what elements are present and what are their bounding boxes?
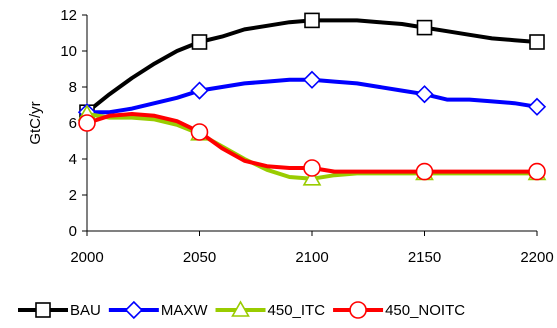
data-point [304, 12, 320, 29]
series-450-noitc [78, 112, 546, 181]
data-point [190, 81, 209, 100]
data-point [528, 162, 546, 181]
data-point [529, 34, 545, 50]
y-tick-label: 6 [69, 115, 77, 132]
legend-item: MAXW [108, 300, 209, 320]
data-point [302, 169, 322, 186]
legend-marker [124, 300, 143, 320]
legend-item: BAU [18, 302, 101, 319]
series-maxw [77, 70, 547, 122]
data-point [190, 123, 209, 141]
chart-axes: 0 2 4 6 8 10 12 2000 2050 2100 2150 2200 [60, 7, 553, 266]
legend-marker [231, 300, 250, 317]
data-point [302, 70, 322, 89]
y-axis-label: GtC/yr [27, 101, 44, 144]
data-point [527, 97, 547, 116]
legend-label: BAU [70, 302, 101, 319]
legend-item: 450_ITC [215, 300, 326, 319]
y-tick-label: 2 [69, 187, 77, 204]
x-tick-label: 2000 [70, 249, 103, 266]
y-tick-label: 8 [69, 79, 77, 96]
legend-marker [35, 302, 51, 318]
y-tick-label: 10 [60, 43, 77, 60]
legend-label: 450_NOITC [385, 302, 465, 319]
y-tick-label: 12 [60, 7, 77, 24]
legend-marker [349, 301, 367, 319]
x-tick-label: 2200 [520, 249, 553, 266]
legend-label: MAXW [161, 302, 209, 319]
y-tick-label: 4 [69, 151, 77, 168]
legend-item: 450_NOITC [333, 301, 465, 319]
chart-legend: BAU MAXW 450_ITC 450_NOITC [18, 300, 465, 320]
data-point [415, 85, 434, 104]
data-point [191, 34, 208, 50]
x-tick-label: 2100 [295, 249, 328, 266]
chart-series [77, 12, 547, 186]
legend-label: 450_ITC [268, 302, 326, 319]
y-tick-label: 0 [69, 223, 77, 240]
x-tick-label: 2050 [183, 249, 216, 266]
data-point [415, 162, 434, 181]
data-point [78, 114, 96, 132]
data-point [303, 159, 321, 177]
data-point [416, 19, 433, 36]
x-tick-label: 2150 [408, 249, 441, 266]
